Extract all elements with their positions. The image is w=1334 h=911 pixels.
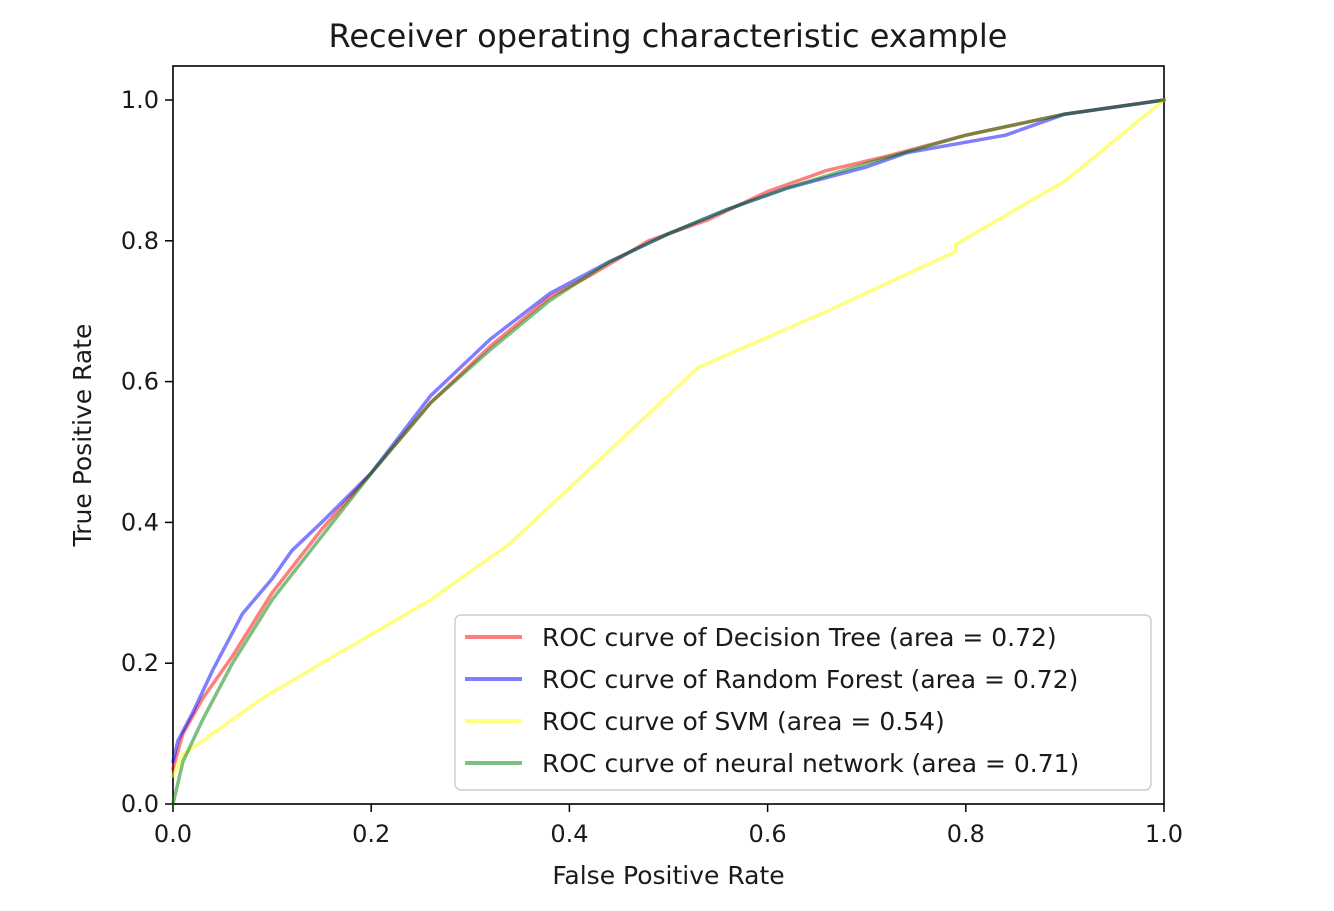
x-tick-label: 0.6: [749, 820, 787, 848]
x-axis-label: False Positive Rate: [552, 861, 784, 890]
x-tick-label: 1.0: [1145, 820, 1183, 848]
series-line-2: [171, 98, 1166, 778]
y-tick-label: 1.0: [121, 86, 159, 114]
plot-frame: [172, 65, 1165, 805]
y-axis: 0.0 0.2 0.4 0.6 0.8 1.0: [121, 86, 173, 818]
series-line-3: [171, 98, 1166, 806]
y-tick-label: 0.6: [121, 368, 159, 396]
x-tick-label: 0.2: [352, 820, 390, 848]
y-axis-label: True Positive Rate: [68, 324, 97, 548]
y-tick-label: 0.0: [121, 790, 159, 818]
chart-title: Receiver operating characteristic exampl…: [329, 17, 1008, 55]
y-tick-label: 0.4: [121, 508, 159, 536]
legend-box: [454, 614, 1152, 791]
y-tick-label: 0.2: [121, 649, 159, 677]
legend-label-0: ROC curve of Decision Tree (area = 0.72): [542, 623, 1057, 652]
x-axis: 0.0 0.2 0.4 0.6 0.8 1.0: [154, 804, 1183, 848]
series-layer: [171, 98, 1166, 806]
legend-label-1: ROC curve of Random Forest (area = 0.72): [542, 665, 1078, 694]
legend: ROC curve of Decision Tree (area = 0.72)…: [454, 614, 1152, 791]
y-tick-label: 0.8: [121, 227, 159, 255]
x-tick-label: 0.4: [550, 820, 588, 848]
x-tick-label: 0.8: [947, 820, 985, 848]
legend-label-3: ROC curve of neural network (area = 0.71…: [542, 749, 1079, 778]
legend-label-2: ROC curve of SVM (area = 0.54): [542, 707, 945, 736]
x-tick-label: 0.0: [154, 820, 192, 848]
